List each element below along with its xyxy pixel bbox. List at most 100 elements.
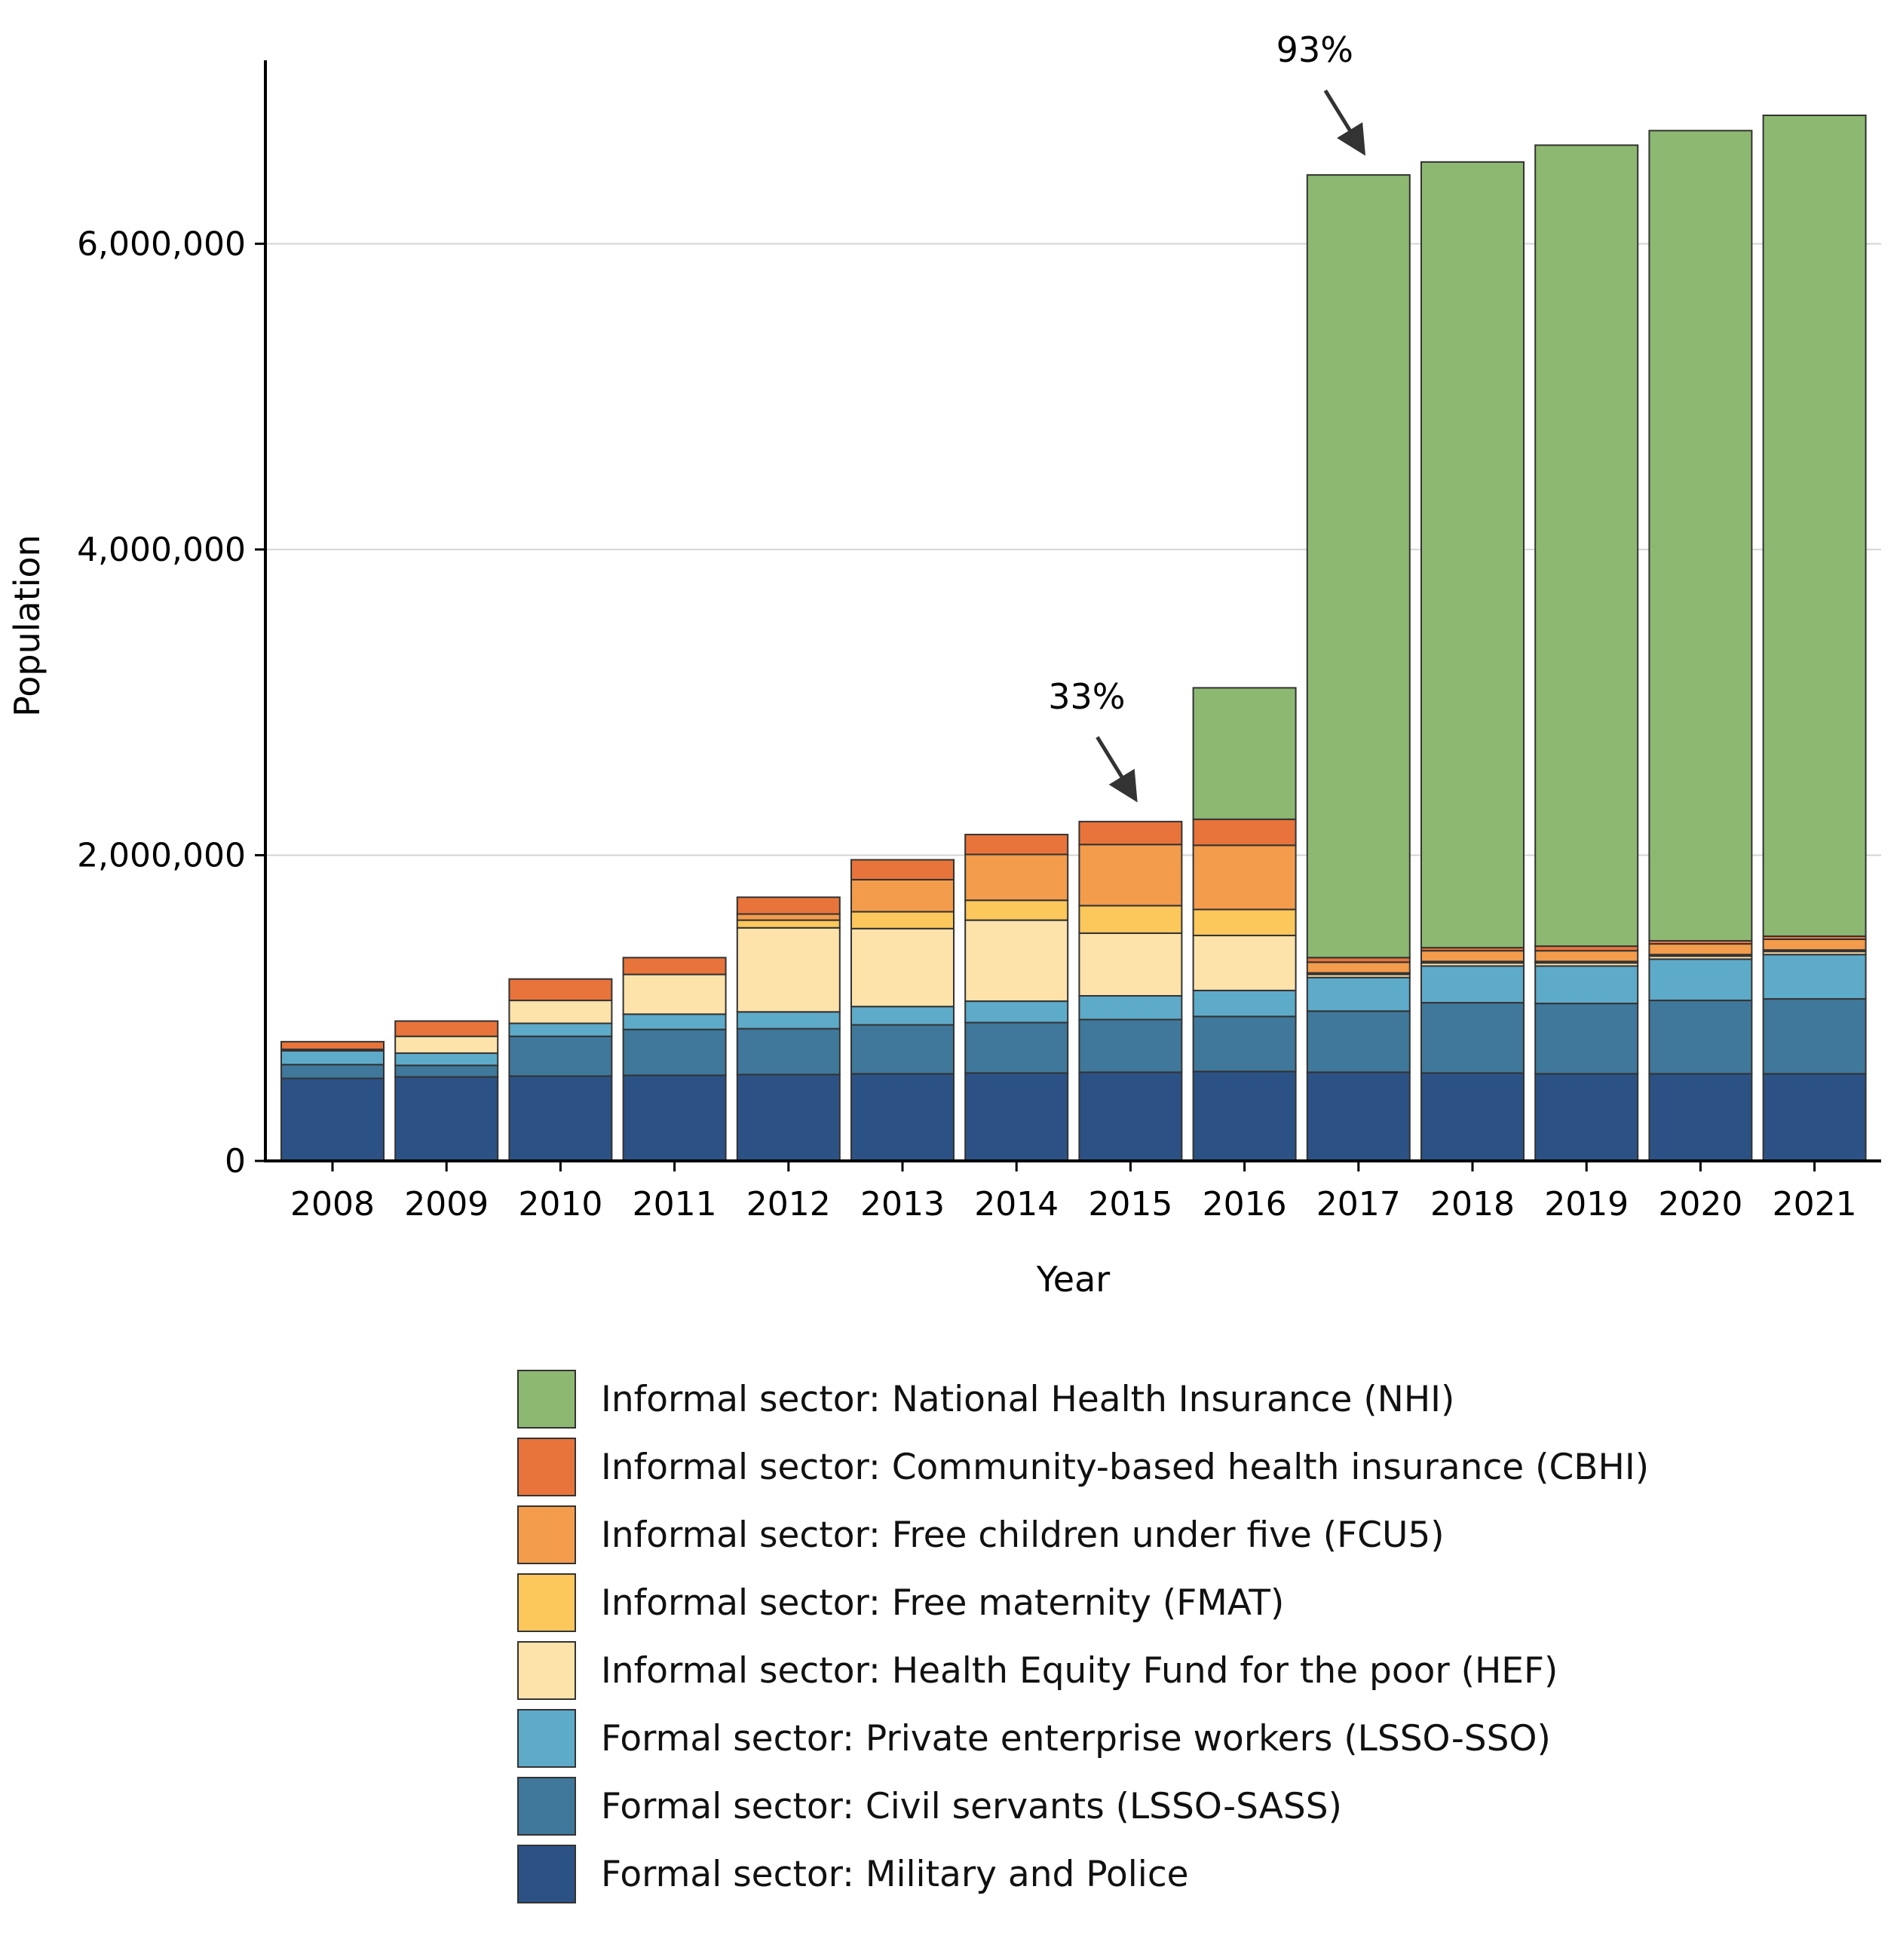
legend-swatch-informal-sector-free-maternity-fmat [517, 1573, 576, 1632]
y-tick-label: 4,000,000 [77, 531, 246, 569]
x-axis-title: Year [1036, 1259, 1110, 1300]
bar-segment-formal-sector-military-and-police-2014 [964, 1072, 1069, 1162]
bar-segment-formal-sector-private-enterprise-workers-lsso-sso-2019 [1534, 965, 1639, 1005]
bar-segment-formal-sector-private-enterprise-workers-lsso-sso-2008 [280, 1050, 385, 1066]
bar-segment-informal-sector-free-children-under-five-fcu5-2017 [1306, 961, 1411, 974]
bar-segment-formal-sector-civil-servants-lsso-sass-2016 [1192, 1015, 1297, 1073]
legend-swatch-informal-sector-health-equity-fund-for-the-poor-hef [517, 1641, 576, 1700]
bar-segment-formal-sector-civil-servants-lsso-sass-2008 [280, 1064, 385, 1080]
legend-label: Informal sector: National Health Insuran… [601, 1379, 1454, 1420]
annotation-arrow [1096, 736, 1138, 803]
legend-label: Informal sector: Free children under fiv… [601, 1514, 1445, 1556]
bar-segment-formal-sector-civil-servants-lsso-sass-2021 [1762, 998, 1867, 1075]
legend-label: Formal sector: Private enterprise worker… [601, 1718, 1551, 1759]
bar-segment-formal-sector-military-and-police-2010 [508, 1075, 613, 1162]
axes: 0 2,000,000 4,000,000 6,000,000 2008 2009 2010… [7, 60, 1881, 1300]
bar-segment-informal-sector-free-maternity-fmat-2013 [850, 911, 955, 929]
bar-segment-formal-sector-military-and-police-2008 [280, 1077, 385, 1162]
bar-segment-informal-sector-community-based-health-insurance-cbhi-2008 [280, 1040, 385, 1050]
bar-segment-formal-sector-military-and-police-2021 [1762, 1073, 1867, 1162]
bar-segment-informal-sector-free-maternity-fmat-2015 [1078, 905, 1183, 934]
bar-segment-formal-sector-private-enterprise-workers-lsso-sso-2020 [1648, 958, 1753, 1002]
bar-segment-formal-sector-military-and-police-2009 [394, 1076, 499, 1162]
bar-segment-informal-sector-free-children-under-five-fcu5-2019 [1534, 950, 1639, 963]
x-tick-label: 2015 [1088, 1185, 1172, 1223]
bar-segment-informal-sector-health-equity-fund-for-the-poor-hef-2015 [1078, 932, 1183, 997]
y-tick-label: 2,000,000 [77, 836, 246, 874]
x-tick-label: 2021 [1773, 1185, 1857, 1223]
x-tick-label: 2013 [860, 1185, 945, 1223]
bar-segment-formal-sector-private-enterprise-workers-lsso-sso-2010 [508, 1022, 613, 1037]
bars [280, 115, 1867, 1162]
bar-segment-formal-sector-civil-servants-lsso-sass-2017 [1306, 1010, 1411, 1073]
bar-segment-formal-sector-civil-servants-lsso-sass-2013 [850, 1024, 955, 1075]
bar-segment-informal-sector-community-based-health-insurance-cbhi-2013 [850, 859, 955, 880]
legend-label: Formal sector: Civil servants (LSSO-SASS… [601, 1786, 1342, 1827]
bar-segment-formal-sector-private-enterprise-workers-lsso-sso-2011 [622, 1013, 727, 1031]
y-axis-title: Population [7, 534, 48, 717]
bar-segment-formal-sector-civil-servants-lsso-sass-2014 [964, 1021, 1069, 1074]
bar-segment-informal-sector-national-health-insurance-nhi-2021 [1762, 115, 1867, 937]
bar-segment-informal-sector-national-health-insurance-nhi-2016 [1192, 687, 1297, 820]
bar-segment-informal-sector-free-children-under-five-fcu5-2020 [1648, 943, 1753, 956]
bar-segment-formal-sector-military-and-police-2016 [1192, 1070, 1297, 1162]
bar-segment-informal-sector-health-equity-fund-for-the-poor-hef-2009 [394, 1035, 499, 1055]
x-tick-label: 2020 [1658, 1185, 1742, 1223]
legend-swatch-informal-sector-free-children-under-five-fcu5 [517, 1505, 576, 1564]
bar-segment-informal-sector-community-based-health-insurance-cbhi-2009 [394, 1020, 499, 1037]
bar-segment-informal-sector-community-based-health-insurance-cbhi-2012 [736, 896, 841, 915]
bar-segment-formal-sector-civil-servants-lsso-sass-2012 [736, 1027, 841, 1076]
bar-segment-informal-sector-national-health-insurance-nhi-2017 [1306, 174, 1411, 959]
bar-segment-informal-sector-free-maternity-fmat-2012 [736, 919, 841, 929]
legend-swatch-informal-sector-national-health-insurance-nhi [517, 1370, 576, 1429]
bar-segment-informal-sector-health-equity-fund-for-the-poor-hef-2011 [622, 973, 727, 1015]
gridlines [265, 243, 1881, 856]
bar-segment-informal-sector-free-children-under-five-fcu5-2018 [1420, 950, 1525, 963]
legend-label: Informal sector: Health Equity Fund for … [601, 1650, 1558, 1692]
bar-segment-informal-sector-free-children-under-five-fcu5-2013 [850, 878, 955, 913]
x-tick-label: 2010 [518, 1185, 602, 1223]
y-tick-label: 6,000,000 [77, 225, 246, 263]
bar-segment-informal-sector-community-based-health-insurance-cbhi-2011 [622, 957, 727, 975]
bar-segment-formal-sector-civil-servants-lsso-sass-2015 [1078, 1018, 1183, 1073]
legend-swatch-formal-sector-private-enterprise-workers-lsso-sso [517, 1709, 576, 1768]
bar-segment-formal-sector-private-enterprise-workers-lsso-sso-2016 [1192, 989, 1297, 1018]
bar-segment-formal-sector-military-and-police-2017 [1306, 1071, 1411, 1162]
bar-segment-formal-sector-civil-servants-lsso-sass-2010 [508, 1035, 613, 1077]
x-tick-label: 2019 [1544, 1185, 1629, 1223]
annotation-arrow [1323, 89, 1366, 156]
bar-segment-formal-sector-private-enterprise-workers-lsso-sso-2017 [1306, 976, 1411, 1012]
x-tick-label: 2008 [290, 1185, 375, 1223]
x-tick-label: 2016 [1203, 1185, 1287, 1223]
y-tick-label: 0 [225, 1142, 246, 1181]
bar-segment-formal-sector-private-enterprise-workers-lsso-sso-2015 [1078, 995, 1183, 1021]
bar-segment-informal-sector-free-maternity-fmat-2016 [1192, 908, 1297, 936]
bar-segment-formal-sector-civil-servants-lsso-sass-2020 [1648, 1000, 1753, 1075]
bar-segment-informal-sector-health-equity-fund-for-the-poor-hef-2014 [964, 919, 1069, 1003]
legend-label: Informal sector: Community-based health … [601, 1447, 1649, 1488]
bar-segment-formal-sector-military-and-police-2018 [1420, 1072, 1525, 1162]
bar-segment-formal-sector-private-enterprise-workers-lsso-sso-2021 [1762, 954, 1867, 1000]
x-tick-label: 2011 [633, 1185, 717, 1223]
bar-segment-formal-sector-private-enterprise-workers-lsso-sso-2013 [850, 1006, 955, 1026]
bar-segment-informal-sector-free-children-under-five-fcu5-2012 [736, 913, 841, 921]
bar-segment-informal-sector-free-children-under-five-fcu5-2014 [964, 853, 1069, 902]
x-tick-label: 2012 [746, 1185, 831, 1223]
annotations: 33% 93% [1048, 29, 1366, 803]
legend-label: Informal sector: Free maternity (FMAT) [601, 1582, 1284, 1624]
bar-segment-formal-sector-private-enterprise-workers-lsso-sso-2012 [736, 1011, 841, 1030]
bar-segment-formal-sector-civil-servants-lsso-sass-2009 [394, 1064, 499, 1078]
bar-segment-formal-sector-civil-servants-lsso-sass-2011 [622, 1028, 727, 1076]
bar-segment-formal-sector-military-and-police-2020 [1648, 1073, 1753, 1162]
legend-label: Formal sector: Military and Police [601, 1854, 1189, 1895]
bar-segment-informal-sector-free-children-under-five-fcu5-2016 [1192, 844, 1297, 911]
legend-swatch-formal-sector-civil-servants-lsso-sass [517, 1777, 576, 1836]
bar-segment-formal-sector-civil-servants-lsso-sass-2018 [1420, 1002, 1525, 1074]
legend: Informal sector: National Health Insuran… [517, 1370, 1649, 1903]
x-tick-label: 2009 [404, 1185, 489, 1223]
bar-segment-formal-sector-private-enterprise-workers-lsso-sso-2009 [394, 1052, 499, 1067]
annotation-label: 33% [1048, 676, 1125, 717]
bar-segment-formal-sector-private-enterprise-workers-lsso-sso-2014 [964, 1000, 1069, 1024]
bar-segment-formal-sector-military-and-police-2012 [736, 1073, 841, 1162]
